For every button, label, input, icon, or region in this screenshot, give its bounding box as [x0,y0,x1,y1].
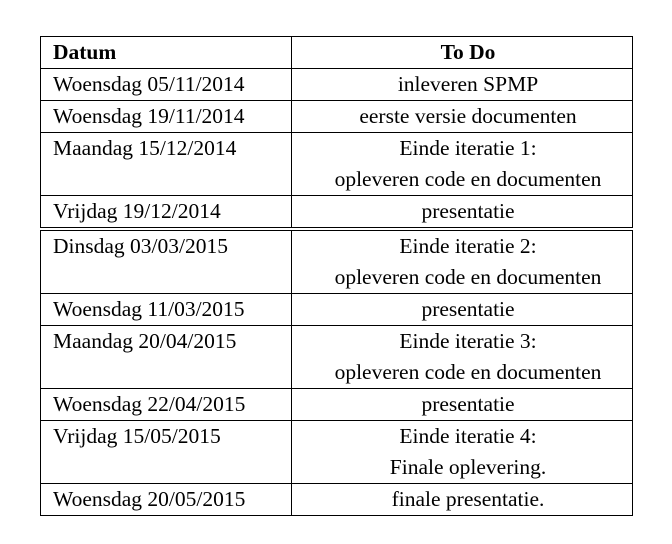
row-date: Woensdag 05/11/2014 [40,68,292,101]
table-row: Woensdag 11/03/2015 presentatie [40,293,633,326]
todo-line: Finale oplevering. [389,455,547,479]
todo-line: opleveren code en documenten [334,265,602,289]
row-date: Maandag 20/04/2015 [40,325,292,389]
table-row: Woensdag 22/04/2015 presentatie [40,388,633,421]
header-todo: To Do [291,36,633,69]
row-date: Woensdag 19/11/2014 [40,100,292,133]
todo-line: Einde iteratie 4: [399,424,537,448]
row-todo: presentatie [291,195,633,230]
todo-line: Einde iteratie 3: [399,329,537,353]
row-todo: Einde iteratie 1: opleveren code en docu… [291,132,633,196]
row-date: Woensdag 22/04/2015 [40,388,292,421]
todo-line: opleveren code en documenten [334,360,602,384]
table-row: Woensdag 05/11/2014 inleveren SPMP [40,68,633,101]
table-row: Vrijdag 19/12/2014 presentatie [40,195,633,230]
row-date: Woensdag 20/05/2015 [40,483,292,516]
row-date: Vrijdag 15/05/2015 [40,420,292,484]
schedule-table: Datum To Do Woensdag 05/11/2014 inlevere… [40,36,633,516]
todo-line: inleveren SPMP [397,72,539,96]
header-datum: Datum [40,36,292,69]
table-row: Maandag 15/12/2014 Einde iteratie 1: opl… [40,132,633,196]
todo-line: presentatie [421,297,515,321]
row-todo: Einde iteratie 4: Finale oplevering. [291,420,633,484]
row-todo: Einde iteratie 3: opleveren code en docu… [291,325,633,389]
todo-line: eerste versie documenten [359,104,577,128]
row-todo: finale presentatie. [291,483,633,516]
todo-line: presentatie [421,392,515,416]
table-row: Woensdag 19/11/2014 eerste versie docume… [40,100,633,133]
row-todo: presentatie [291,293,633,326]
header-row: Datum To Do [40,36,633,69]
table-row: Dinsdag 03/03/2015 Einde iteratie 2: opl… [40,227,633,294]
table-row: Woensdag 20/05/2015 finale presentatie. [40,483,633,516]
row-todo: eerste versie documenten [291,100,633,133]
row-date: Dinsdag 03/03/2015 [40,227,292,294]
row-todo: inleveren SPMP [291,68,633,101]
todo-line: finale presentatie. [391,487,545,511]
todo-line: opleveren code en documenten [334,167,602,191]
row-date: Woensdag 11/03/2015 [40,293,292,326]
todo-line: Einde iteratie 1: [399,136,537,160]
todo-line: Einde iteratie 2: [399,234,537,258]
row-todo: Einde iteratie 2: opleveren code en docu… [291,227,633,294]
todo-line: presentatie [421,199,515,223]
table-row: Vrijdag 15/05/2015 Einde iteratie 4: Fin… [40,420,633,484]
row-date: Vrijdag 19/12/2014 [40,195,292,230]
table-row: Maandag 20/04/2015 Einde iteratie 3: opl… [40,325,633,389]
row-date: Maandag 15/12/2014 [40,132,292,196]
row-todo: presentatie [291,388,633,421]
